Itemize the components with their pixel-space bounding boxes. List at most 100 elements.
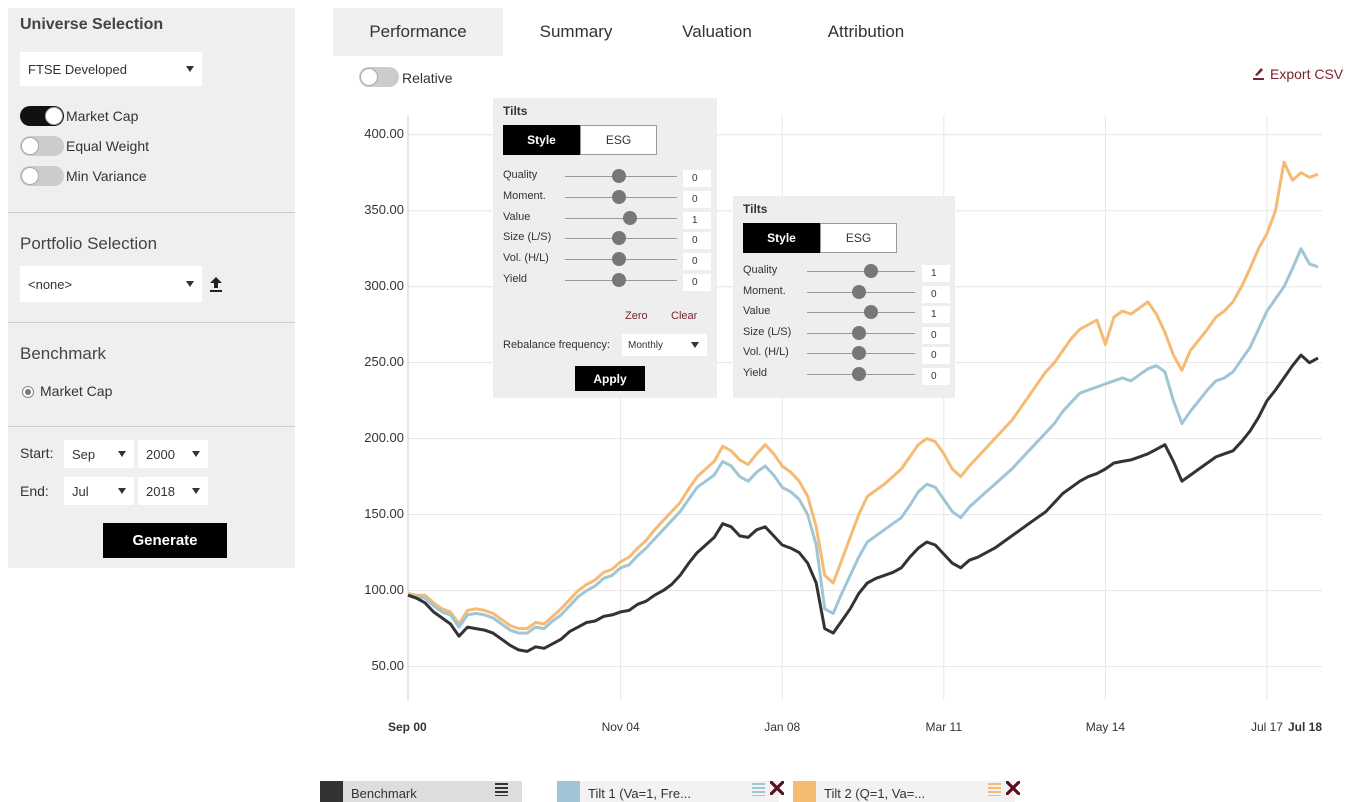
toggle-knob [21, 137, 39, 155]
toggle-label: Min Variance [66, 168, 147, 184]
radio[interactable] [22, 386, 34, 398]
y-tick-label: 250.00 [364, 354, 404, 369]
legend-remove-icon[interactable] [770, 781, 784, 795]
month-select[interactable]: Sep [64, 440, 134, 468]
export-link[interactable]: Export CSV [1270, 66, 1344, 82]
factor-label: Quality [503, 169, 538, 181]
legend-list-icon[interactable] [988, 783, 1001, 796]
radio-label: Market Cap [40, 383, 113, 399]
legend-item[interactable]: Benchmark [343, 781, 522, 802]
factor-label: Size (L/S) [743, 325, 792, 338]
y-tick-label: 50.00 [371, 658, 404, 673]
panel-tab[interactable]: Style [743, 223, 820, 253]
toggle[interactable] [20, 166, 64, 186]
clear-link[interactable]: Clear [671, 310, 698, 322]
panel-tab[interactable]: ESG [820, 223, 897, 253]
slider-knob[interactable] [852, 284, 866, 299]
date-label: End: [20, 483, 49, 499]
panel-tab[interactable]: Style [503, 125, 580, 155]
toggle-label: Market Cap [66, 108, 139, 124]
tab[interactable]: Summary [539, 22, 613, 41]
factor-input[interactable]: 1 [922, 265, 950, 282]
legend-swatch [320, 781, 343, 802]
x-tick-label: Jan 08 [764, 720, 800, 734]
legend-list-icon[interactable] [752, 783, 765, 796]
slider-knob[interactable] [852, 325, 866, 340]
relative-toggle[interactable] [359, 67, 399, 87]
series-line [407, 247, 1319, 635]
factor-value: 1 [692, 214, 698, 226]
month-select[interactable]: Jul [64, 477, 134, 505]
factor-input[interactable]: 0 [922, 368, 950, 385]
panel-tab[interactable]: ESG [580, 125, 657, 155]
slider-knob[interactable] [864, 305, 878, 320]
factor-label: Moment. [503, 189, 546, 202]
factor-input[interactable]: 0 [683, 232, 711, 250]
legend-label: Benchmark [351, 786, 417, 801]
factor-input[interactable]: 1 [922, 306, 950, 324]
zero-link[interactable]: Zero [625, 310, 648, 322]
rebalance-select[interactable]: Monthly [622, 334, 707, 356]
select-text: Sep [72, 446, 96, 462]
slider-knob[interactable] [612, 169, 626, 183]
factor-value: 0 [931, 329, 937, 341]
year-select[interactable]: 2018 [138, 477, 208, 505]
slider-knob[interactable] [612, 189, 626, 204]
x-tick-label: Nov 04 [602, 720, 640, 734]
factor-label: Yield [743, 367, 768, 379]
factor-input[interactable]: 0 [922, 285, 950, 303]
legend-item[interactable]: Tilt 1 (Va=1, Fre... [580, 781, 784, 802]
portfolio-select[interactable]: <none> [20, 266, 202, 302]
factor-input[interactable]: 0 [683, 170, 711, 187]
factor-label: Vol. (H/L) [503, 252, 549, 265]
generate-button[interactable]: Generate [103, 523, 227, 558]
series-line [407, 160, 1319, 631]
factor-label: Value [743, 305, 771, 318]
legend-item[interactable]: Tilt 2 (Q=1, Va=... [816, 781, 1020, 802]
legend-list-icon[interactable] [495, 783, 508, 796]
separator [8, 426, 295, 427]
tab[interactable]: Valuation [682, 22, 752, 41]
x-tick-label: Sep 00 [388, 720, 427, 734]
y-tick-label: 150.00 [364, 506, 404, 521]
factor-input[interactable]: 0 [922, 326, 950, 344]
factor-input[interactable]: 0 [683, 190, 711, 208]
factor-input[interactable]: 0 [683, 274, 711, 291]
panel-title: Tilts [503, 104, 528, 118]
factor-value: 0 [931, 350, 937, 362]
y-tick-label: 400.00 [364, 126, 404, 141]
slider-knob[interactable] [612, 273, 626, 287]
factor-value: 1 [931, 268, 937, 279]
toggle[interactable] [20, 136, 64, 156]
x-tick-label: Mar 11 [926, 720, 963, 734]
slider-knob[interactable] [623, 210, 637, 225]
select-text: Jul [72, 483, 89, 499]
tab[interactable]: Performance [333, 8, 503, 56]
factor-input[interactable]: 1 [683, 211, 711, 229]
x-tick-label: Jul 17 [1251, 720, 1283, 734]
export-icon[interactable] [1251, 66, 1265, 80]
tab[interactable]: Attribution [827, 22, 905, 41]
slider-knob[interactable] [852, 346, 866, 361]
universe-select[interactable]: FTSE Developed [20, 52, 202, 86]
upload-icon[interactable] [209, 277, 223, 293]
slider-knob[interactable] [612, 252, 626, 267]
factor-label: Yield [503, 273, 528, 285]
year-select[interactable]: 2000 [138, 440, 208, 468]
tilts-panel: Tilts Style ESG Quality 1 Moment. 0 Value 1 Size … [733, 196, 955, 398]
apply-button[interactable]: Apply [575, 366, 645, 391]
factor-label: Size (L/S) [503, 231, 552, 244]
slider-knob[interactable] [864, 264, 878, 278]
y-tick-label: 200.00 [364, 430, 404, 445]
rebalance-label: Rebalance frequency: [503, 339, 611, 351]
slider-knob[interactable] [612, 231, 626, 246]
factor-input[interactable]: 0 [922, 347, 950, 365]
factor-value: 1 [931, 309, 937, 321]
slider-knob[interactable] [852, 367, 866, 381]
legend-remove-icon[interactable] [1006, 781, 1020, 795]
slider-track [565, 217, 677, 219]
toggle[interactable] [20, 106, 64, 126]
factor-input[interactable]: 0 [683, 253, 711, 271]
select-text: <none> [28, 276, 73, 292]
factor-label: Vol. (H/L) [743, 346, 789, 359]
